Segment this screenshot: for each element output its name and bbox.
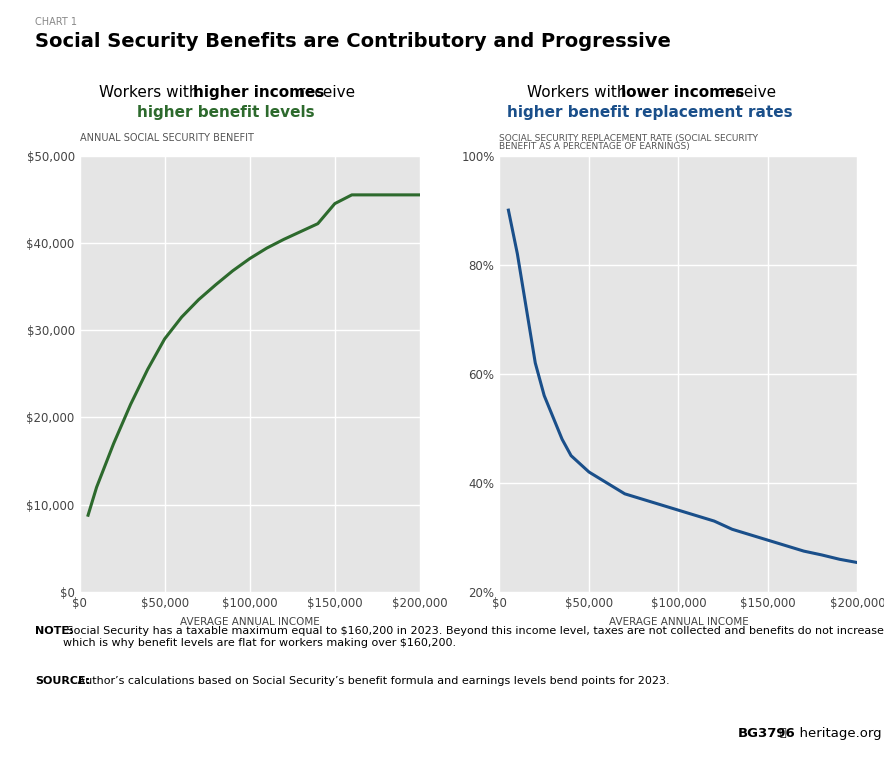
Text: Author’s calculations based on Social Security’s benefit formula and earnings le: Author’s calculations based on Social Se… <box>73 676 669 685</box>
X-axis label: AVERAGE ANNUAL INCOME: AVERAGE ANNUAL INCOME <box>179 617 320 627</box>
Text: ANNUAL SOCIAL SECURITY BENEFIT: ANNUAL SOCIAL SECURITY BENEFIT <box>80 133 254 143</box>
Text: CHART 1: CHART 1 <box>35 17 78 27</box>
Text: heritage.org: heritage.org <box>791 727 882 740</box>
Text: NOTE:: NOTE: <box>35 626 74 636</box>
Text: SOURCE:: SOURCE: <box>35 676 90 685</box>
Text: receive: receive <box>294 85 355 100</box>
Text: higher benefit replacement rates: higher benefit replacement rates <box>507 105 793 120</box>
Text: Workers with: Workers with <box>99 85 203 100</box>
Text: 🏛: 🏛 <box>780 728 786 738</box>
Text: receive: receive <box>715 85 776 100</box>
Text: lower incomes: lower incomes <box>621 85 744 100</box>
Text: Social Security has a taxable maximum equal to $160,200 in 2023. Beyond this inc: Social Security has a taxable maximum eq… <box>63 626 884 647</box>
Text: Workers with: Workers with <box>527 85 631 100</box>
X-axis label: AVERAGE ANNUAL INCOME: AVERAGE ANNUAL INCOME <box>608 617 749 627</box>
Text: SOCIAL SECURITY REPLACEMENT RATE (SOCIAL SECURITY: SOCIAL SECURITY REPLACEMENT RATE (SOCIAL… <box>499 134 758 143</box>
Text: BENEFIT AS A PERCENTAGE OF EARNINGS): BENEFIT AS A PERCENTAGE OF EARNINGS) <box>499 142 690 151</box>
Text: BG3796: BG3796 <box>738 727 796 740</box>
Text: higher incomes: higher incomes <box>193 85 324 100</box>
Text: higher benefit levels: higher benefit levels <box>137 105 314 120</box>
Text: Social Security Benefits are Contributory and Progressive: Social Security Benefits are Contributor… <box>35 32 671 51</box>
